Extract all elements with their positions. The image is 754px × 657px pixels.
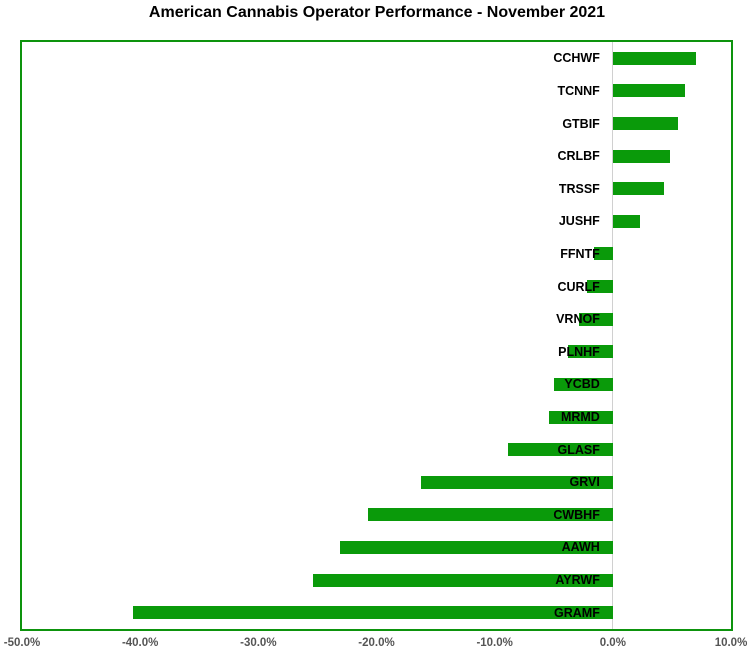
bar-label-plnhf: PLNHF <box>558 344 600 359</box>
bar-glasf <box>507 443 613 457</box>
bar-label-vrnof: VRNOF <box>556 312 600 327</box>
x-tick-label: -40.0% <box>121 637 159 649</box>
bar-label-ycbd: YCBD <box>564 377 600 392</box>
x-tick-label: -10.0% <box>476 637 513 649</box>
x-tick-label: 0.0% <box>599 637 626 649</box>
bar-label-crlbf: CRLBF <box>557 149 600 164</box>
bar-label-aawh: AAWH <box>561 540 600 555</box>
bar-crlbf <box>612 149 670 163</box>
bar-label-curlf: CURLF <box>557 279 600 294</box>
bar-aawh <box>339 540 613 554</box>
bar-cchwf <box>612 51 696 65</box>
zero-axis-line <box>612 42 614 629</box>
bar-label-ayrwf: AYRWF <box>555 573 600 588</box>
bar-label-glasf: GLASF <box>557 442 600 457</box>
bar-grvi <box>421 475 613 489</box>
bar-mrmd <box>549 410 613 424</box>
bar-label-grvi: GRVI <box>569 475 600 490</box>
bar-tcnnf <box>612 84 685 98</box>
chart-title: American Cannabis Operator Performance -… <box>148 4 606 21</box>
bar-ycbd <box>553 377 613 391</box>
bar-trssf <box>612 182 664 196</box>
x-tick-label: -30.0% <box>240 637 277 649</box>
x-tick-label: 10.0% <box>714 637 748 649</box>
bar-cwbhf <box>368 508 613 522</box>
bar-label-gramf: GRAMF <box>554 605 600 620</box>
bar-label-jushf: JUSHF <box>558 214 600 229</box>
bar-label-trssf: TRSSF <box>558 181 600 196</box>
bar-curlf <box>586 280 613 294</box>
x-axis: -50.0% -40.0% -30.0% -20.0% -10.0% 0.0% 10.0% <box>4 637 748 653</box>
bar-vrnof <box>578 312 613 326</box>
bar-label-gtbif: GTBIF <box>562 116 600 131</box>
bar-ayrwf <box>312 573 613 587</box>
bar-gramf <box>133 606 613 620</box>
bar-plnhf <box>567 345 613 359</box>
x-tick-label: -20.0% <box>358 637 395 649</box>
bar-label-mrmd: MRMD <box>560 410 600 425</box>
bar-label-cchwf: CCHWF <box>553 51 600 66</box>
x-tick-label: -50.0% <box>3 637 41 649</box>
bar-label-cwbhf: CWBHF <box>553 507 600 522</box>
bar-jushf <box>612 214 640 228</box>
bar-gtbif <box>612 117 678 131</box>
bar-label-tcnnf: TCNNF <box>557 83 600 98</box>
bar-label-ffntf: FFNTF <box>560 246 600 261</box>
bar-ffntf <box>593 247 613 261</box>
plot-area: CCHWF TCNNF GTBIF CRLBF TRSSF JUSHF FFNTF CURLF… <box>20 40 733 631</box>
